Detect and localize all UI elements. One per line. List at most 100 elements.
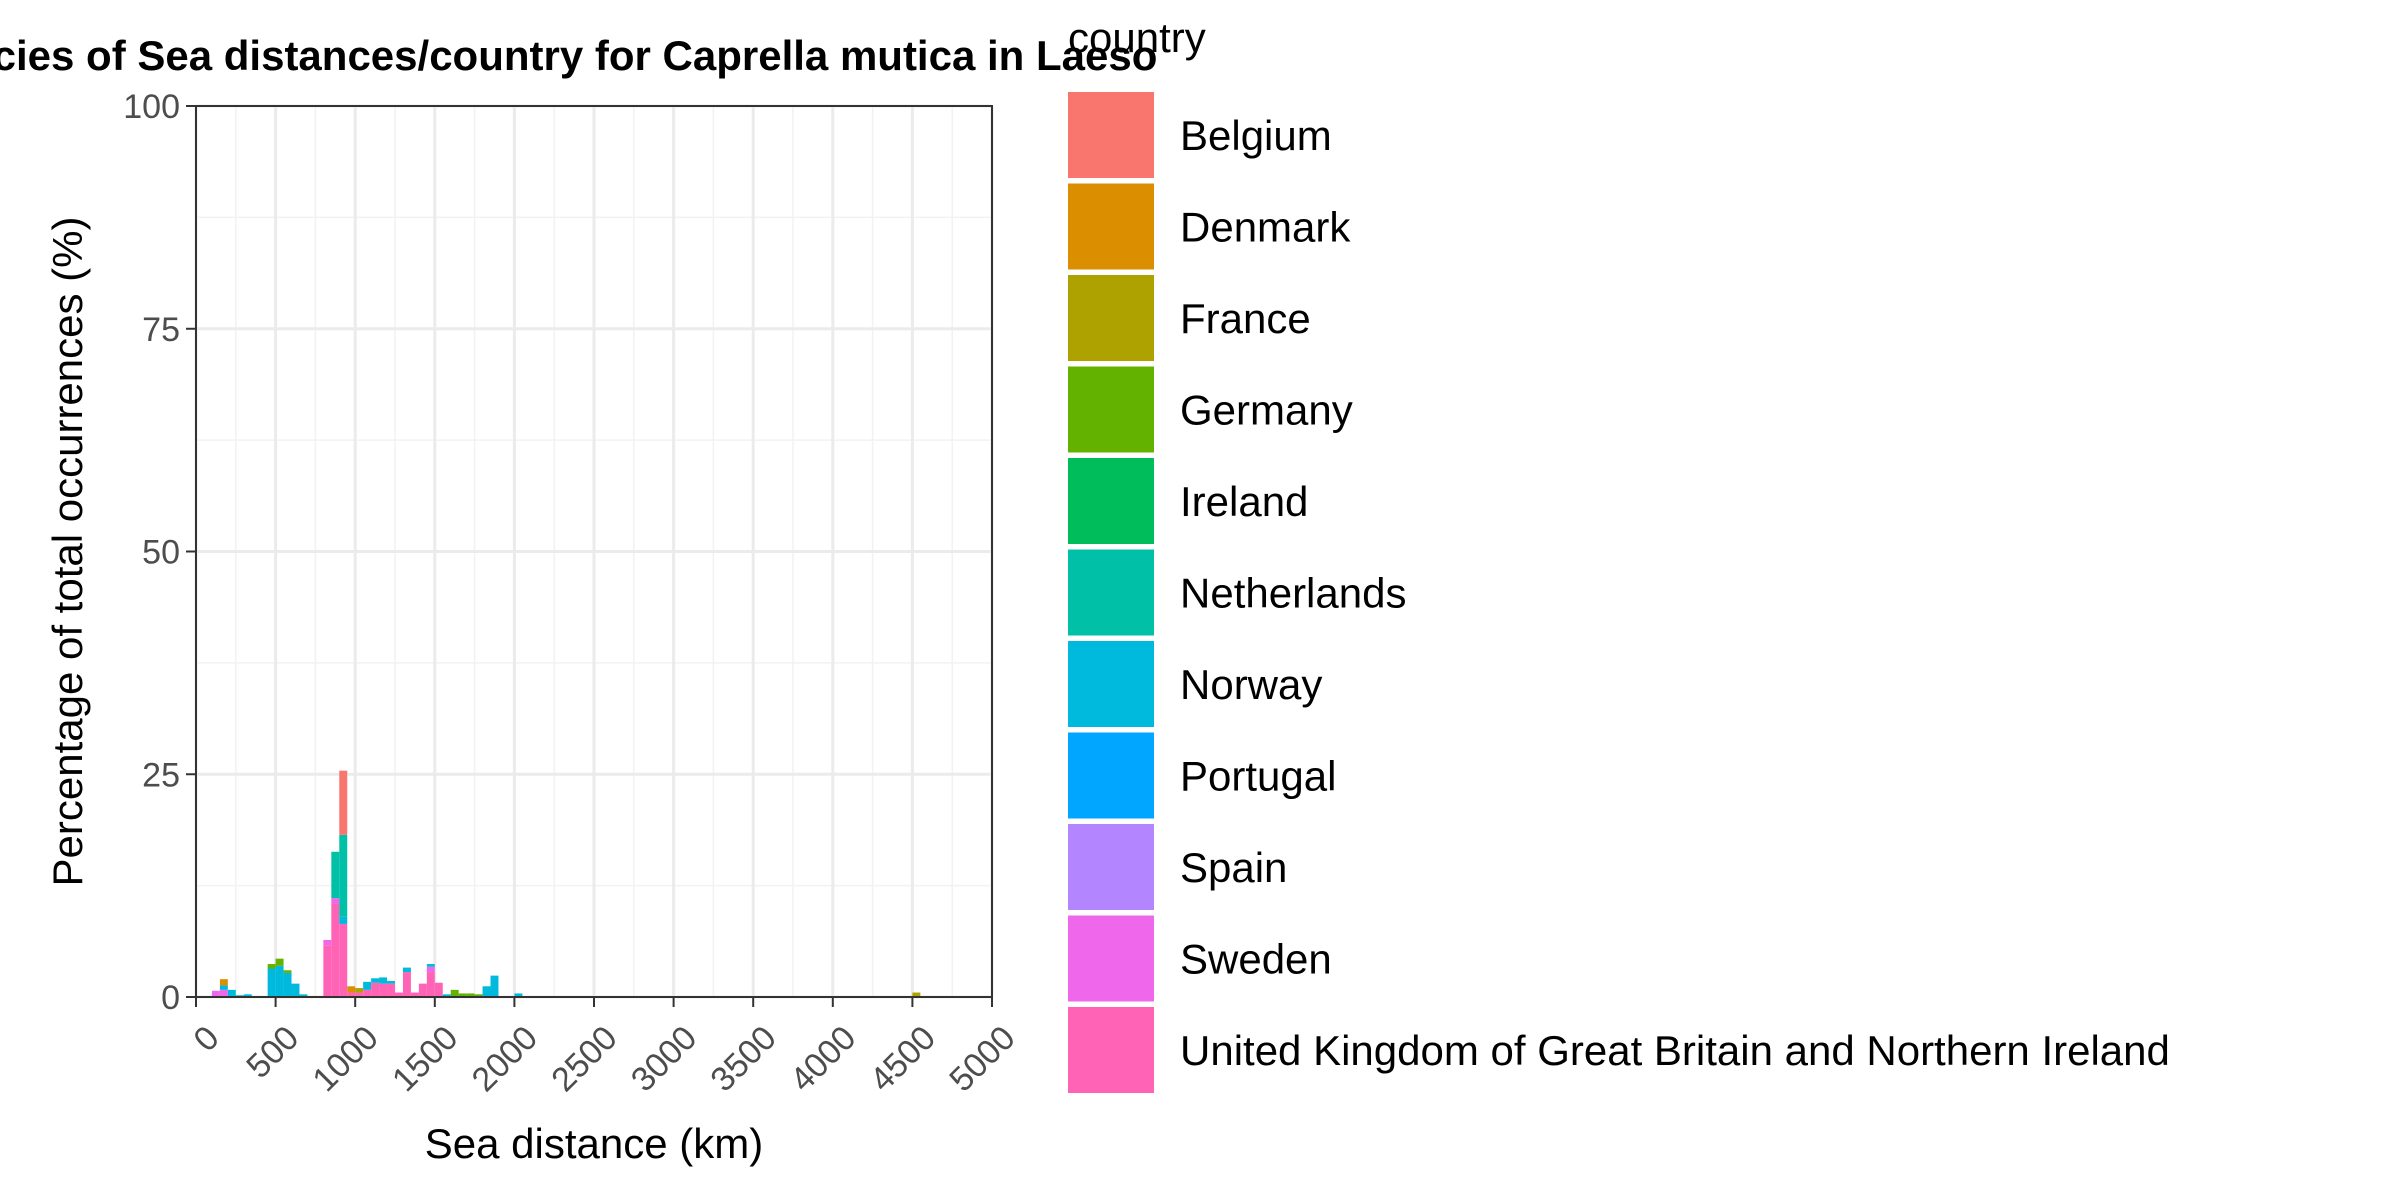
bar-stack	[355, 988, 364, 997]
bar-segment	[331, 903, 340, 997]
bar-segment	[339, 770, 348, 835]
bar-stack	[339, 770, 348, 997]
bar-segment	[299, 994, 308, 997]
bar-segment	[355, 988, 364, 993]
bar-stack	[402, 967, 411, 997]
bar-segment	[331, 898, 340, 904]
y-tick-label: 100	[123, 88, 180, 126]
y-tick-label: 50	[142, 534, 180, 572]
legend: country Belgium Denmark France Germany Irela…	[1068, 14, 2170, 1093]
legend-item: Ireland	[1068, 458, 1308, 544]
y-tick-label: 0	[161, 979, 180, 1017]
y-tick-label: 75	[142, 311, 180, 349]
y-axis-ticks: 0 25 50 75 100	[123, 88, 196, 1017]
bar-segment	[267, 968, 276, 997]
bar-segment	[474, 994, 483, 997]
bar-segment	[219, 989, 228, 997]
bar-stack	[450, 989, 459, 997]
bar-segment	[339, 916, 348, 924]
bar-segment	[347, 992, 356, 997]
bar-segment	[379, 977, 388, 984]
legend-label: France	[1180, 295, 1311, 342]
bar-segment	[323, 945, 332, 997]
bar-stack	[379, 977, 388, 997]
bar-segment	[395, 992, 403, 997]
legend-swatch	[1068, 183, 1154, 270]
bar-stack	[347, 986, 356, 997]
bar-segment	[227, 989, 236, 997]
legend-swatch	[1068, 732, 1154, 819]
legend-label: Ireland	[1180, 478, 1308, 525]
bar-stack	[490, 975, 499, 997]
bar-segment	[363, 981, 372, 990]
bar-stack	[291, 983, 300, 997]
bar-segment	[323, 939, 332, 946]
legend-item: France	[1068, 275, 1311, 361]
y-tick-label: 25	[142, 756, 180, 794]
bar-segment	[912, 992, 921, 997]
legend-item: Portugal	[1068, 732, 1336, 819]
bar-segment	[219, 985, 228, 990]
bar-stack	[211, 990, 220, 997]
bar-segment	[275, 965, 284, 997]
bar-segment	[283, 970, 292, 973]
bar-stack	[331, 851, 340, 997]
legend-items: Belgium Denmark France Germany Ireland Nether…	[1068, 92, 2170, 1093]
bar-segment	[291, 983, 300, 997]
bar-stack	[434, 982, 443, 997]
bar-segment	[402, 967, 411, 973]
bar-stack	[474, 994, 483, 997]
bar-segment	[355, 992, 364, 997]
legend-swatch	[1068, 641, 1154, 727]
bar-stack	[482, 986, 491, 997]
legend-label: Sweden	[1180, 936, 1332, 983]
legend-item: Denmark	[1068, 183, 1351, 270]
legend-label: Belgium	[1180, 112, 1332, 159]
bar-stack	[371, 978, 380, 997]
bar-stack	[410, 992, 419, 997]
legend-title: country	[1068, 14, 1206, 61]
legend-label: Germany	[1180, 387, 1353, 434]
bar-segment	[450, 989, 459, 997]
bar-segment	[426, 966, 435, 973]
legend-item: Germany	[1068, 366, 1353, 453]
bar-stack	[299, 994, 308, 997]
bar-stack	[514, 993, 523, 997]
bar-segment	[410, 992, 419, 997]
legend-swatch	[1068, 458, 1154, 544]
legend-swatch	[1068, 366, 1154, 453]
bar-segment	[387, 980, 395, 984]
bar-segment	[331, 851, 340, 899]
bar-segment	[426, 964, 435, 967]
legend-label: Spain	[1180, 844, 1287, 891]
legend-label: Netherlands	[1180, 570, 1406, 617]
bar-segment	[434, 982, 443, 997]
bar-segment	[275, 958, 284, 966]
legend-swatch	[1068, 92, 1154, 178]
bar-stack	[458, 993, 467, 997]
bar-segment	[482, 986, 491, 997]
legend-item: United Kingdom of Great Britain and Nort…	[1068, 1007, 2170, 1093]
bar-stack	[323, 939, 332, 997]
legend-label: Denmark	[1180, 204, 1351, 251]
bar-stack	[283, 970, 292, 997]
bar-stack	[466, 993, 475, 997]
bar-stack	[426, 964, 435, 997]
bar-stack	[395, 992, 403, 997]
legend-item: Spain	[1068, 824, 1287, 910]
bar-segment	[387, 983, 395, 997]
legend-item: Netherlands	[1068, 549, 1406, 636]
bar-stack	[912, 992, 921, 997]
bar-segment	[339, 923, 348, 997]
bar-stack	[275, 958, 284, 997]
legend-swatch	[1068, 275, 1154, 361]
bar-stack	[442, 994, 451, 997]
bar-segment	[371, 978, 380, 983]
bar-segment	[267, 964, 276, 969]
x-axis-title: Sea distance (km)	[425, 1120, 763, 1167]
bar-segment	[418, 983, 427, 997]
legend-label: United Kingdom of Great Britain and Nort…	[1180, 1027, 2170, 1074]
bar-stack	[363, 981, 372, 997]
bar-segment	[402, 972, 411, 997]
